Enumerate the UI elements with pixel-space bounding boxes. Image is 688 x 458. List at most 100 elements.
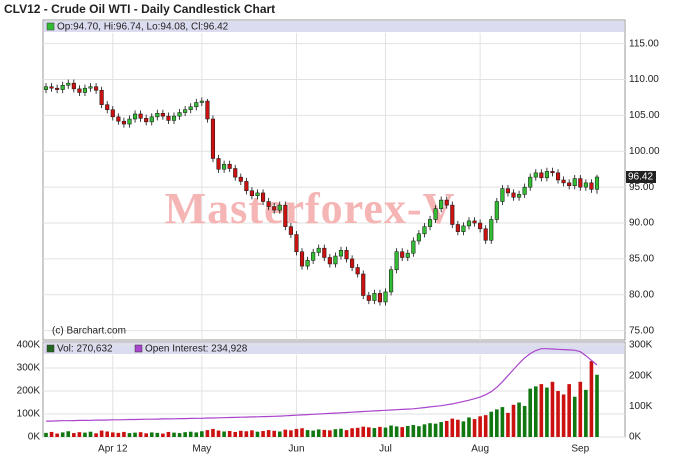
candle-body bbox=[194, 102, 199, 108]
volume-bar bbox=[405, 425, 410, 437]
volume-bar bbox=[88, 431, 93, 437]
candle-body bbox=[422, 226, 427, 235]
candle-body bbox=[66, 82, 71, 86]
candle-body bbox=[261, 192, 266, 202]
candle-body bbox=[544, 171, 549, 179]
volume-bar bbox=[344, 430, 349, 437]
candle-body bbox=[472, 220, 477, 224]
candle-body bbox=[99, 90, 104, 105]
candle-body bbox=[183, 109, 188, 113]
volume-bar bbox=[478, 416, 482, 437]
volume-bar bbox=[149, 432, 154, 437]
volume-bar bbox=[222, 431, 226, 437]
candle-body bbox=[327, 257, 332, 265]
candle-body bbox=[316, 247, 321, 253]
candle-body bbox=[133, 113, 138, 120]
candle-body bbox=[305, 260, 310, 267]
candle-body bbox=[500, 188, 505, 202]
x-tick-label: Sep bbox=[571, 444, 589, 455]
candle-body bbox=[238, 176, 243, 182]
x-tick-label: Jun bbox=[288, 444, 304, 455]
y-tick-label: 100.00 bbox=[629, 146, 660, 157]
y-tick-label: 80.00 bbox=[629, 289, 654, 300]
volume-bar bbox=[94, 433, 98, 437]
candle-body bbox=[411, 240, 416, 254]
volume-bar bbox=[294, 428, 299, 437]
candle-body bbox=[49, 86, 54, 89]
candle-body bbox=[578, 178, 583, 188]
volume-bar bbox=[250, 430, 254, 437]
candle-body bbox=[149, 116, 154, 123]
x-tick-label: Jul bbox=[379, 444, 392, 455]
candle-body bbox=[255, 192, 260, 197]
candle-body bbox=[450, 204, 455, 225]
candle-body bbox=[372, 293, 377, 301]
candle-body bbox=[77, 88, 82, 93]
candle-body bbox=[227, 163, 232, 169]
candle-body bbox=[272, 206, 277, 211]
legend-swatch bbox=[134, 344, 143, 353]
volume-bar bbox=[556, 391, 560, 437]
candle-body bbox=[294, 234, 299, 252]
x-tick-label: May bbox=[192, 444, 211, 455]
volume-bar bbox=[105, 431, 110, 437]
candle-body bbox=[522, 186, 527, 195]
candle-body bbox=[355, 267, 360, 275]
candle-body bbox=[55, 87, 60, 90]
legend-text: Op:94.70, Hi:96.74, Lo:94.08, Cl:96.42 bbox=[57, 22, 229, 33]
volume-bar bbox=[211, 428, 215, 437]
volume-bar bbox=[266, 430, 271, 437]
volume-bar bbox=[261, 431, 265, 437]
volume-bar bbox=[495, 409, 499, 437]
candle-body bbox=[105, 104, 110, 110]
volume-bar bbox=[467, 417, 471, 437]
volume-bar bbox=[194, 432, 199, 437]
volume-bar bbox=[417, 426, 421, 437]
y-tick-label: 300K bbox=[17, 363, 41, 374]
volume-bar bbox=[305, 430, 310, 437]
candle-body bbox=[517, 194, 522, 198]
y-tick-label: 110.00 bbox=[629, 74, 659, 85]
candle-body bbox=[266, 201, 271, 207]
candle-body bbox=[505, 188, 510, 194]
candle-body bbox=[555, 172, 561, 181]
volume-bar bbox=[355, 427, 360, 437]
volume-bar bbox=[205, 430, 210, 437]
volume-bar bbox=[60, 432, 65, 437]
y-tick-label: 90.00 bbox=[629, 218, 654, 229]
volume-bar bbox=[83, 432, 87, 437]
volume-bar bbox=[200, 431, 204, 437]
volume-bar bbox=[433, 423, 438, 437]
y-tick-label: 115.00 bbox=[629, 38, 659, 49]
volume-bar bbox=[49, 431, 54, 437]
candle-body bbox=[400, 251, 405, 258]
volume-bar bbox=[183, 432, 187, 437]
volume-bar bbox=[500, 407, 505, 437]
candle-body bbox=[216, 158, 221, 170]
volume-bar bbox=[372, 428, 377, 437]
candle-body bbox=[60, 85, 65, 90]
candle-body bbox=[205, 100, 210, 120]
volume-bar bbox=[138, 432, 143, 437]
candle-body bbox=[338, 250, 344, 257]
volume-bar bbox=[133, 432, 137, 437]
volume-bar bbox=[166, 431, 171, 437]
candle-body bbox=[433, 208, 438, 220]
volume-bar bbox=[127, 433, 132, 437]
volume-bar bbox=[322, 429, 327, 437]
volume-bar bbox=[444, 420, 449, 437]
candle-body bbox=[177, 112, 182, 117]
volume-bar bbox=[77, 432, 82, 437]
candle-body bbox=[539, 172, 544, 179]
volume-bar bbox=[122, 431, 126, 437]
volume-bar bbox=[277, 431, 282, 437]
volume-legend-bar bbox=[44, 343, 624, 354]
volume-bar bbox=[528, 388, 533, 437]
volume-bar bbox=[589, 361, 594, 437]
candle-body bbox=[166, 115, 171, 121]
volume-bar bbox=[561, 394, 566, 437]
y-tick-label: 0K bbox=[28, 432, 41, 443]
candle-body bbox=[594, 176, 600, 190]
volume-bar bbox=[272, 430, 276, 437]
candle-body bbox=[478, 222, 483, 230]
